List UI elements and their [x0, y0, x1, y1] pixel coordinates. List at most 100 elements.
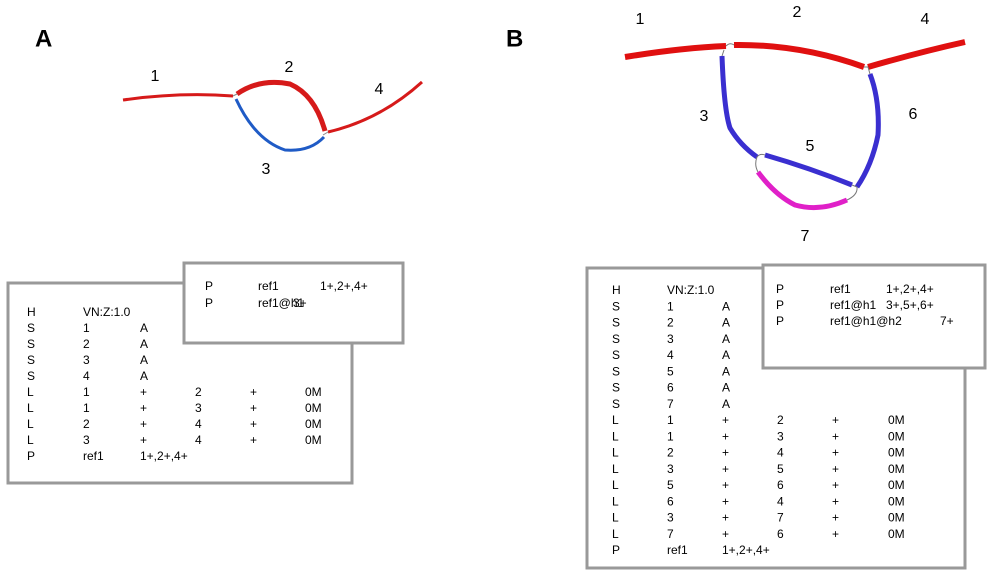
- segment-label: 7: [801, 228, 810, 245]
- gfa-cell: 3: [667, 332, 674, 346]
- gfa-cell: 0M: [305, 417, 322, 431]
- gfa-cell: S: [27, 321, 35, 335]
- path-cell: P: [776, 282, 784, 296]
- segment-label: 1: [151, 68, 160, 85]
- gfa-cell: 7: [667, 397, 674, 411]
- gfa-cell: 0M: [888, 511, 905, 525]
- gfa-cell: 2: [83, 337, 90, 351]
- gfa-cell: A: [140, 321, 148, 335]
- gfa-cell: 4: [195, 433, 202, 447]
- gfa-cell: 4: [195, 417, 202, 431]
- gfa-cell: A: [140, 337, 148, 351]
- gfa-cell: L: [27, 385, 34, 399]
- gfa-cell: L: [27, 401, 34, 415]
- gfa-cell: 0M: [888, 494, 905, 508]
- gfa-cell: +: [250, 385, 257, 399]
- gfa-cell: 2: [195, 385, 202, 399]
- gfa-cell: +: [722, 429, 729, 443]
- gfa-cell: +: [832, 429, 839, 443]
- gfa-cell: 3: [777, 429, 784, 443]
- gfa-cell: 5: [667, 364, 674, 378]
- path-cell: 7+: [940, 314, 954, 328]
- segment-curve: [719, 55, 759, 160]
- gfa-cell: 0M: [888, 429, 905, 443]
- path-cell: 1+,2+,4+: [886, 282, 934, 296]
- gfa-cell: 7: [667, 527, 674, 541]
- gfa-cell: +: [722, 446, 729, 460]
- gfa-cell: 3: [667, 462, 674, 476]
- gfa-cell: S: [612, 332, 620, 346]
- gfa-cell: A: [140, 369, 148, 383]
- path-cell: 3+,5+,6+: [886, 298, 934, 312]
- segment-label: 2: [793, 4, 802, 21]
- path-cell: P: [205, 296, 213, 310]
- segment-curve: [755, 170, 849, 211]
- segment-curve: [733, 41, 866, 70]
- gfa-cell: 5: [667, 478, 674, 492]
- graph-b: [624, 39, 966, 211]
- gfa-cell: 4: [777, 446, 784, 460]
- gfa-cell: S: [612, 397, 620, 411]
- gfa-cell: P: [27, 449, 35, 463]
- gfa-cell: +: [140, 385, 147, 399]
- link: [232, 93, 329, 136]
- gfa-cell: 2: [777, 413, 784, 427]
- segment-curve: [122, 93, 234, 102]
- gfa-cell: +: [722, 494, 729, 508]
- gfa-cell: 0M: [888, 446, 905, 460]
- gfa-cell: +: [250, 401, 257, 415]
- gfa-cell: A: [722, 299, 730, 313]
- gfa-cell: 1: [667, 299, 674, 313]
- gfa-cell: +: [832, 446, 839, 460]
- gfa-cell: VN:Z:1.0: [83, 305, 131, 319]
- gfa-cell: 0M: [305, 401, 322, 415]
- gfa-cell: 0M: [888, 478, 905, 492]
- segment-label: 2: [285, 59, 294, 76]
- path-cell: ref1@h1: [830, 298, 877, 312]
- path-cell: 1+,2+,4+: [320, 279, 368, 293]
- gfa-cell: L: [612, 527, 619, 541]
- gfa-cell: A: [722, 316, 730, 330]
- segment-label: 4: [921, 11, 930, 28]
- gfa-cell: L: [27, 417, 34, 431]
- gfa-cell: S: [612, 299, 620, 313]
- gfa-cell: L: [27, 433, 34, 447]
- gfa-cell: +: [832, 494, 839, 508]
- gfa-cell: S: [27, 353, 35, 367]
- path-cell: P: [776, 298, 784, 312]
- gfa-cell: 6: [777, 478, 784, 492]
- segment-label: 3: [262, 161, 271, 178]
- segment-curve: [235, 79, 328, 132]
- gfa-cell: 3: [195, 401, 202, 415]
- gfa-cell: 0M: [888, 462, 905, 476]
- gfa-cell: +: [140, 401, 147, 415]
- gfa-cell: +: [722, 462, 729, 476]
- gfa-cell: +: [832, 413, 839, 427]
- graph-a: [122, 79, 424, 152]
- gfa-cell: 1: [667, 413, 674, 427]
- segment-label: 4: [375, 81, 384, 98]
- link: [721, 43, 871, 201]
- gfa-cell: +: [832, 462, 839, 476]
- gfa-cell: 1+,2+,4+: [722, 543, 770, 557]
- gfa-cell: 3: [667, 511, 674, 525]
- gfa-cell: P: [612, 543, 620, 557]
- gfa-cell: H: [27, 305, 36, 319]
- gfa-cell: +: [722, 413, 729, 427]
- gfa-cell: 6: [667, 494, 674, 508]
- gfa-cell: VN:Z:1.0: [667, 283, 715, 297]
- segment-label: 3: [700, 108, 709, 125]
- gfa-cell: S: [612, 316, 620, 330]
- gfa-cell: 4: [667, 348, 674, 362]
- gfa-cell: A: [722, 332, 730, 346]
- gfa-cell: 2: [667, 446, 674, 460]
- gfa-cell: 2: [83, 417, 90, 431]
- gfa-cell: 0M: [305, 385, 322, 399]
- panel-label: A: [35, 25, 52, 52]
- gfa-cell: +: [250, 417, 257, 431]
- gfa-cell: 3: [83, 433, 90, 447]
- segment-curve: [327, 80, 424, 134]
- gfa-cell: L: [612, 478, 619, 492]
- panel-label: B: [506, 25, 523, 52]
